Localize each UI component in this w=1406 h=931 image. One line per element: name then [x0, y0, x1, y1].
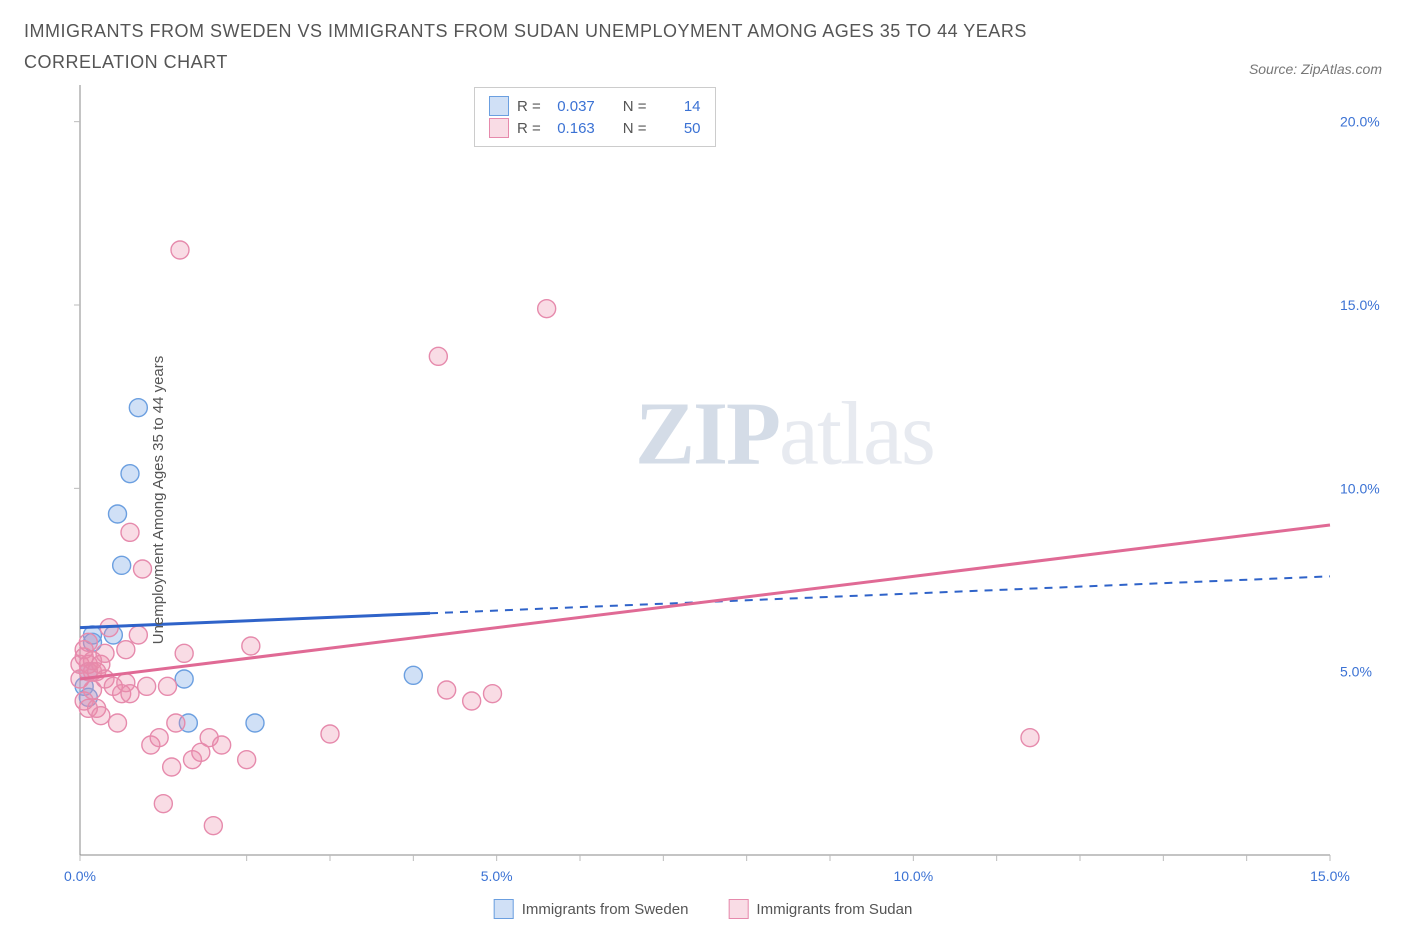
sudan-point	[204, 817, 222, 835]
sudan-point	[429, 348, 447, 366]
chart-container: Unemployment Among Ages 35 to 44 years Z…	[24, 85, 1382, 915]
sweden-point	[129, 399, 147, 417]
sudan-point	[463, 692, 481, 710]
svg-text:20.0%: 20.0%	[1340, 114, 1380, 130]
chart-title: IMMIGRANTS FROM SWEDEN VS IMMIGRANTS FRO…	[24, 16, 1124, 77]
svg-text:15.0%: 15.0%	[1340, 297, 1380, 313]
sudan-point	[171, 241, 189, 259]
y-axis-label: Unemployment Among Ages 35 to 44 years	[150, 356, 167, 645]
svg-text:10.0%: 10.0%	[893, 868, 933, 884]
svg-text:15.0%: 15.0%	[1310, 868, 1350, 884]
sudan-point	[150, 729, 168, 747]
sudan-point	[438, 681, 456, 699]
sweden-point	[113, 557, 131, 575]
sudan-point	[79, 634, 97, 652]
series-legend-item-sudan: Immigrants from Sudan	[728, 899, 912, 919]
sudan-point	[1021, 729, 1039, 747]
sudan-point	[238, 751, 256, 769]
sudan-point	[92, 707, 110, 725]
sudan-point	[96, 645, 114, 663]
sudan-point	[167, 714, 185, 732]
sudan-point	[121, 685, 139, 703]
sudan-point	[138, 678, 156, 696]
sudan-point	[484, 685, 502, 703]
source-attribution: Source: ZipAtlas.com	[1249, 61, 1382, 77]
sudan-point	[175, 645, 193, 663]
sudan-point	[109, 714, 127, 732]
r-label: R =	[517, 120, 541, 137]
sweden-point	[175, 670, 193, 688]
n-value: 14	[655, 98, 701, 115]
svg-text:0.0%: 0.0%	[64, 868, 96, 884]
sweden-point	[109, 505, 127, 523]
sudan-point	[321, 725, 339, 743]
r-value: 0.037	[549, 98, 595, 115]
sweden-trendline-solid	[80, 613, 430, 627]
svg-text:5.0%: 5.0%	[481, 868, 513, 884]
n-label: N =	[623, 98, 647, 115]
sudan-point	[213, 736, 231, 754]
svg-text:5.0%: 5.0%	[1340, 664, 1372, 680]
n-value: 50	[655, 120, 701, 137]
sudan-point	[159, 678, 177, 696]
legend-swatch-icon	[728, 899, 748, 919]
r-label: R =	[517, 98, 541, 115]
legend-swatch-icon	[489, 96, 509, 116]
series-legend-label: Immigrants from Sweden	[522, 901, 689, 918]
sudan-point	[117, 641, 135, 659]
sudan-trendline-solid	[80, 525, 1330, 679]
sudan-point	[129, 626, 147, 644]
correlation-legend-box: R = 0.037 N = 14 R = 0.163 N = 50	[474, 87, 716, 147]
r-value: 0.163	[549, 120, 595, 137]
series-legend-item-sweden: Immigrants from Sweden	[494, 899, 689, 919]
sweden-point	[246, 714, 264, 732]
legend-swatch-icon	[494, 899, 514, 919]
sudan-point	[242, 637, 260, 655]
chart-header: IMMIGRANTS FROM SWEDEN VS IMMIGRANTS FRO…	[24, 16, 1382, 77]
scatter-plot: 5.0% 10.0% 15.0% 20.0% 0.0% 5.0% 10.0% 15.0%	[24, 85, 1382, 915]
legend-row-sudan: R = 0.163 N = 50	[489, 118, 701, 138]
n-label: N =	[623, 120, 647, 137]
sudan-point	[163, 758, 181, 776]
svg-text:10.0%: 10.0%	[1340, 481, 1380, 497]
series-legend: Immigrants from Sweden Immigrants from Su…	[494, 899, 913, 919]
sweden-point	[121, 465, 139, 483]
sweden-point	[404, 667, 422, 685]
legend-swatch-icon	[489, 118, 509, 138]
series-legend-label: Immigrants from Sudan	[756, 901, 912, 918]
legend-row-sweden: R = 0.037 N = 14	[489, 96, 701, 116]
sudan-point	[154, 795, 172, 813]
sudan-point	[538, 300, 556, 318]
sudan-point	[121, 524, 139, 542]
